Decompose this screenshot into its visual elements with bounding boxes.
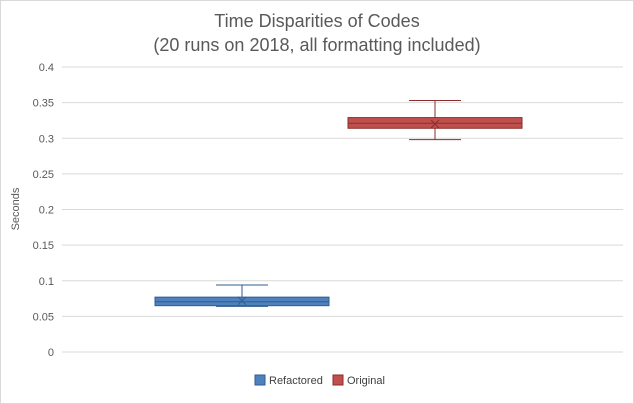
y-tick-label: 0 — [48, 347, 54, 359]
grid-lines — [62, 66, 623, 353]
y-tick-label: 0.2 — [39, 205, 54, 217]
legend-label: Original — [347, 375, 385, 387]
mean-marker — [430, 119, 440, 129]
y-tick-label: 0.1 — [39, 276, 54, 288]
y-tick-label: 0.3 — [39, 133, 54, 145]
legend-swatch — [332, 374, 344, 386]
y-axis-title: Seconds — [10, 187, 22, 230]
y-tick-label: 0.05 — [33, 311, 54, 323]
legend: Refactored Original — [254, 374, 385, 387]
box-series-layer — [154, 99, 523, 307]
chart-title: Time Disparities of Codes — [214, 11, 419, 31]
mean-marker — [237, 296, 247, 306]
y-axis-ticks: 0 0.05 0.1 0.15 0.2 0.25 0.3 0.35 0.4 — [33, 62, 54, 359]
legend-swatch — [254, 374, 266, 386]
y-tick-label: 0.35 — [33, 98, 54, 110]
y-tick-label: 0.15 — [33, 240, 54, 252]
legend-label: Refactored — [269, 375, 323, 387]
chart-subtitle: (20 runs on 2018, all formatting include… — [153, 35, 480, 55]
y-tick-label: 0.4 — [39, 62, 54, 74]
y-tick-label: 0.25 — [33, 169, 54, 181]
